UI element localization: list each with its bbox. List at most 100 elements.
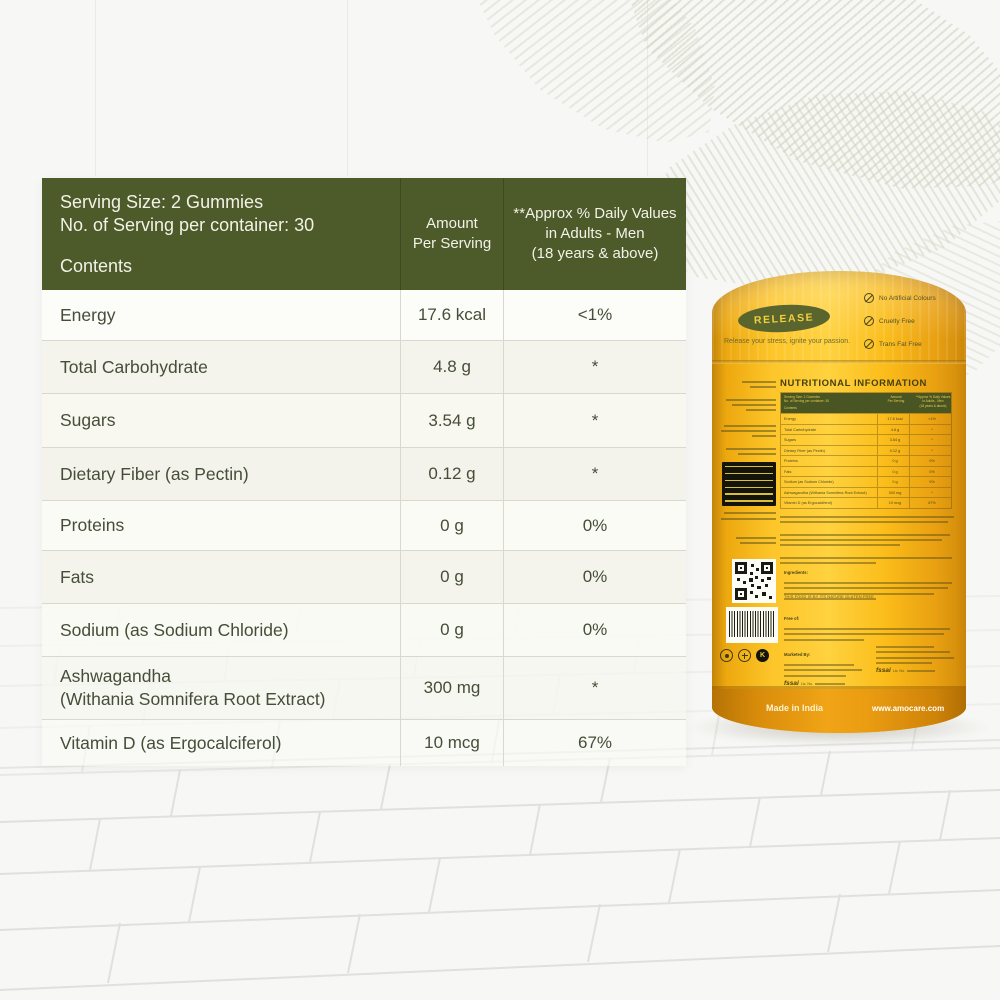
nutritional-information-heading: NUTRITIONAL INFORMATION bbox=[780, 378, 927, 389]
ingredients-label: Ingredients: bbox=[784, 570, 808, 575]
fssai-license-number: Lic. No. bbox=[800, 681, 814, 686]
panel-header-left: Serving Size: 2 Gummies No. of Serving p… bbox=[42, 178, 400, 290]
kosher-k-icon: K bbox=[756, 649, 769, 662]
nutrient-daily-value: 0% bbox=[503, 551, 686, 603]
nutrient-label: Vitamin D (as Ergocalciferol) bbox=[60, 732, 282, 753]
mini-table-row: Sodium (as Sodium Chloride) 0 g 0% bbox=[781, 476, 951, 487]
ingredients-block: Ingredients: bbox=[784, 561, 952, 603]
nutrient-label: Energy bbox=[60, 304, 116, 325]
nutrition-facts-panel: Serving Size: 2 Gummies No. of Serving p… bbox=[42, 178, 686, 766]
free-of-label: Free of: bbox=[784, 616, 800, 621]
mini-table-row: Dietary Fiber (as Pectin) 0.12 g * bbox=[781, 444, 951, 455]
gummies-can: RELEASE Release your stress, ignite your… bbox=[712, 271, 966, 733]
contents-column-header: Contents bbox=[60, 255, 133, 276]
certification-icon bbox=[738, 649, 751, 662]
palm-leaf bbox=[414, 0, 766, 195]
table-row: Ashwagandha (Withania Somnifera Root Ext… bbox=[42, 656, 686, 719]
certification-marks: K bbox=[720, 649, 769, 662]
claim-label: No Artificial Colours bbox=[879, 294, 936, 302]
claim-label: Trans Fat Free bbox=[879, 340, 922, 348]
can-lid-seam bbox=[712, 360, 966, 364]
table-row: Vitamin D (as Ergocalciferol) 10 mcg 67% bbox=[42, 719, 686, 766]
nutrient-amount: 0 g bbox=[400, 551, 503, 603]
marketed-by-label: Marketed By: bbox=[784, 652, 811, 657]
marketed-by-column: Marketed By: fssai Lic. No. bbox=[784, 643, 864, 687]
mini-header-left: Serving Size: 2 Gummies No. of Serving p… bbox=[784, 395, 830, 410]
mini-table-header: Serving Size: 2 Gummies No. of Serving p… bbox=[781, 393, 951, 413]
can-tagline: Release your stress, ignite your passion… bbox=[724, 338, 851, 345]
mini-table-row: Fats 0 g 0% bbox=[781, 465, 951, 476]
nutrient-amount: 3.54 g bbox=[400, 394, 503, 447]
nutrition-rows: Energy 17.6 kcal <1% Total Carbohydrate … bbox=[42, 290, 686, 766]
mini-table-row: Sugars 3.54 g * bbox=[781, 434, 951, 445]
nutrient-label: Sodium (as Sodium Chloride) bbox=[60, 619, 289, 640]
nutrient-daily-value: * bbox=[503, 657, 686, 719]
table-row: Fats 0 g 0% bbox=[42, 550, 686, 603]
claims-list: No Artificial Colours Cruelty Free Trans… bbox=[864, 293, 964, 349]
no-artificial-colours-icon bbox=[864, 293, 874, 303]
nutrient-daily-value: 0% bbox=[503, 604, 686, 656]
table-row: Sugars 3.54 g * bbox=[42, 393, 686, 447]
vegetarian-mark-icon bbox=[720, 649, 733, 662]
warning-box bbox=[722, 461, 776, 506]
qr-code bbox=[732, 559, 776, 603]
nutrient-amount: 0.12 g bbox=[400, 448, 503, 500]
fssai-license-row: fssai Lic. No. bbox=[876, 667, 956, 674]
barcode bbox=[726, 607, 778, 643]
claim-row: Cruelty Free bbox=[864, 316, 964, 326]
fine-print-lines bbox=[780, 513, 956, 567]
website-label: www.amocare.com bbox=[872, 704, 945, 713]
mini-table-row: Total Carbohydrate 4.8 g * bbox=[781, 423, 951, 434]
nutrient-amount: 17.6 kcal bbox=[400, 290, 503, 340]
nutrient-daily-value: <1% bbox=[503, 290, 686, 340]
wall-tile-seam bbox=[647, 0, 648, 176]
gluten-free-line: THIS FOOD IS BY ITS NATURE GLUTEN FREE bbox=[784, 595, 874, 599]
wall-tile-seam bbox=[95, 0, 96, 176]
mini-nutrition-table: Serving Size: 2 Gummies No. of Serving p… bbox=[780, 392, 952, 509]
nutrient-amount: 10 mcg bbox=[400, 720, 503, 766]
wall-tile-seam bbox=[347, 0, 348, 176]
fssai-license-number: Lic. No. bbox=[892, 668, 906, 673]
can-bottom-band: Made in India www.amocare.com bbox=[712, 686, 966, 733]
claim-row: Trans Fat Free bbox=[864, 339, 964, 349]
fssai-license-row: fssai Lic. No. bbox=[784, 680, 864, 687]
manufacturer-columns: Marketed By: fssai Lic. No. fssai Lic. N… bbox=[784, 643, 956, 687]
trans-fat-free-icon bbox=[864, 339, 874, 349]
daily-values-column-header: **Approx % Daily Values in Adults - Men … bbox=[503, 178, 686, 290]
nutrient-label: Dietary Fiber (as Pectin) bbox=[60, 463, 249, 484]
mini-table-row: Ashwagandha (Withania Somnifera Root Ext… bbox=[781, 486, 951, 497]
mini-daily-header: **Approx % Daily Values in Adults - Men … bbox=[915, 395, 951, 408]
panel-header: Serving Size: 2 Gummies No. of Serving p… bbox=[42, 178, 686, 290]
nutrient-amount: 4.8 g bbox=[400, 341, 503, 393]
fssai-logo: fssai bbox=[876, 666, 891, 674]
nutrient-label: Fats bbox=[60, 566, 95, 587]
nutrient-label: Sugars bbox=[60, 410, 116, 431]
nutrient-label: Proteins bbox=[60, 515, 125, 536]
claim-label: Cruelty Free bbox=[879, 317, 915, 325]
nutrient-daily-value: * bbox=[503, 341, 686, 393]
serving-size-label: Serving Size: 2 Gummies bbox=[60, 192, 264, 212]
servings-per-container-label: No. of Serving per container: 30 bbox=[60, 215, 315, 236]
nutrient-amount: 0 g bbox=[400, 604, 503, 656]
nutrient-daily-value: * bbox=[503, 394, 686, 447]
free-of-block: Free of: bbox=[784, 607, 952, 644]
nutrient-daily-value: * bbox=[503, 448, 686, 500]
nutrient-daily-value: 67% bbox=[503, 720, 686, 766]
nutrient-label: Ashwagandha (Withania Somnifera Root Ext… bbox=[60, 666, 326, 709]
table-row: Total Carbohydrate 4.8 g * bbox=[42, 340, 686, 393]
nutrient-amount: 300 mg bbox=[400, 657, 503, 719]
cruelty-free-icon bbox=[864, 316, 874, 326]
mini-amount-header: Amount Per Serving bbox=[887, 395, 905, 404]
table-row: Dietary Fiber (as Pectin) 0.12 g * bbox=[42, 447, 686, 500]
nutrient-amount: 0 g bbox=[400, 501, 503, 550]
mini-table-row: Proteins 0 g 0% bbox=[781, 455, 951, 466]
mini-table-row: Energy 17.6 kcal <1% bbox=[781, 413, 951, 424]
nutrient-daily-value: 0% bbox=[503, 501, 686, 550]
claim-row: No Artificial Colours bbox=[864, 293, 964, 303]
table-row: Energy 17.6 kcal <1% bbox=[42, 290, 686, 340]
table-row: Proteins 0 g 0% bbox=[42, 500, 686, 550]
fssai-logo: fssai bbox=[784, 679, 799, 687]
nutrient-label: Total Carbohydrate bbox=[60, 356, 208, 377]
mini-table-row: Vitamin D (as Ergocalciferol) 10 mcg 67% bbox=[781, 497, 951, 508]
